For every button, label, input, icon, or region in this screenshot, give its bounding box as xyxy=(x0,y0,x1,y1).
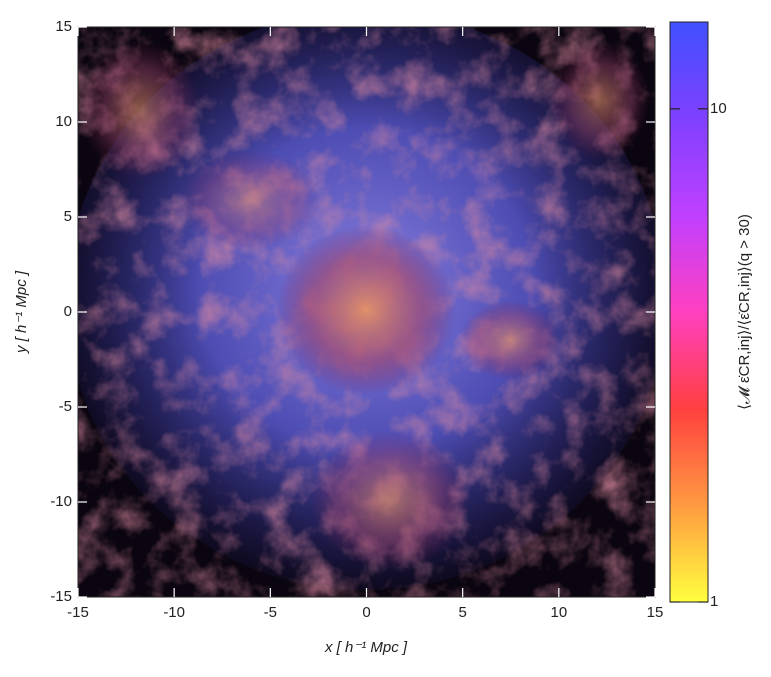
x-tick-label: 5 xyxy=(458,604,466,621)
y-tick-label: 5 xyxy=(64,208,72,225)
x-tick-label: 15 xyxy=(647,604,664,621)
colorbar xyxy=(669,21,709,603)
y-tick-label: 10 xyxy=(55,113,72,130)
y-tick-label: -10 xyxy=(50,493,72,510)
x-tick-label: 10 xyxy=(550,604,567,621)
y-axis-label: y [ h⁻¹ Mpc ] xyxy=(13,270,30,354)
y-tick-label: 15 xyxy=(55,18,72,35)
y-tick-label: 0 xyxy=(64,303,72,320)
y-tick-label: -5 xyxy=(59,398,72,415)
x-tick-label: -10 xyxy=(163,604,185,621)
x-axis-label: x [ h⁻¹ Mpc ] xyxy=(324,639,408,656)
density-map xyxy=(78,27,655,597)
x-tick-label: -15 xyxy=(67,604,89,621)
colorbar-tick-label: 10 xyxy=(710,100,727,117)
x-tick-label: -5 xyxy=(264,604,277,621)
colorbar-tick-label: 1 xyxy=(710,593,718,610)
x-tick-label: 0 xyxy=(362,604,370,621)
y-tick-label: -15 xyxy=(50,588,72,605)
colorbar-label: ⟨𝓜 ε̇CR,inj⟩/⟨ε̇CR,inj⟩(q > 30) xyxy=(736,214,753,410)
